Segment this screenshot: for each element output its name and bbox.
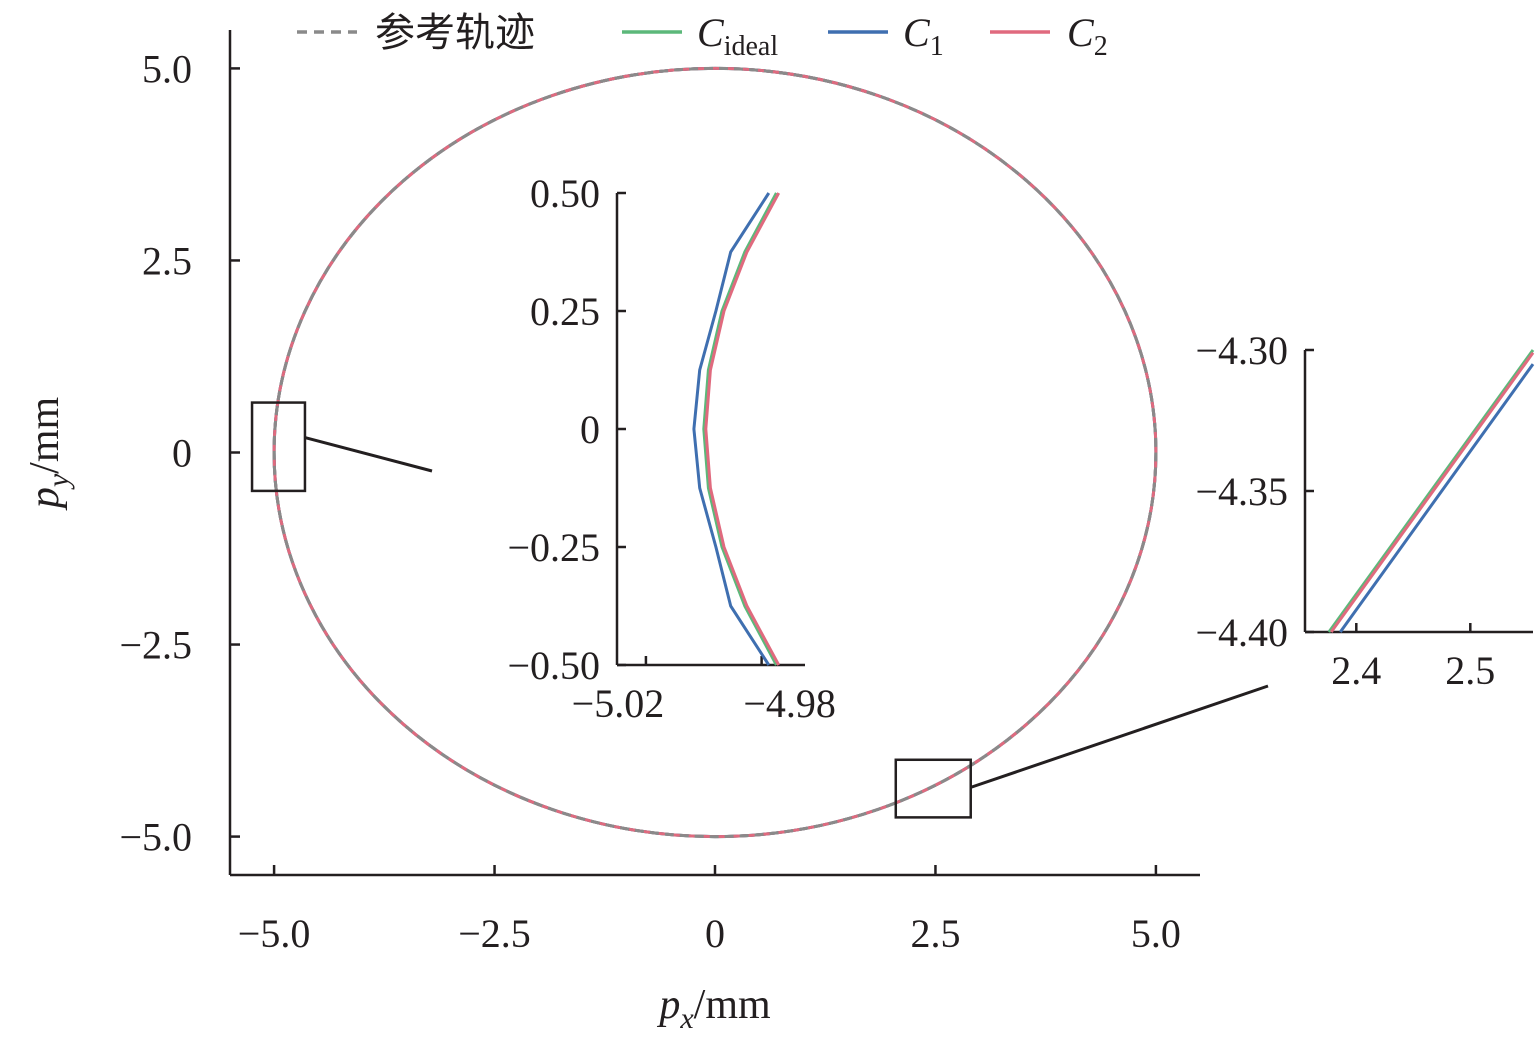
legend-label-c1: C1 [903,10,944,62]
inset-left-x-tick-label: −5.02 [572,681,665,726]
main-y-tick-label: 0 [172,431,192,476]
inset-right-background [1305,350,1533,632]
inset-left-x-tick-label: −4.98 [743,681,836,726]
inset-right-plot: 2.4 2.5 −4.30 −4.35 −4.40 [1195,328,1535,693]
zoom-box-left [250,401,307,493]
main-y-tick-label: −5.0 [119,815,192,860]
inset-left-y-tick-label: 0.50 [530,171,600,216]
main-x-axis-label: px/mm [656,982,771,1035]
inset-left-y-tick-label: 0 [580,407,600,452]
legend-label-ref: 参考轨迹 [375,10,535,55]
main-y-tick-label: −2.5 [119,623,192,668]
inset-left-y-tick-label: −0.50 [507,643,600,688]
main-x-tick-label: 0 [705,911,725,956]
legend-label-c2: C2 [1067,10,1108,62]
inset-left-y-tick-label: 0.25 [530,289,600,334]
inset-right-y-tick-label: −4.30 [1195,328,1288,373]
inset-right-y-tick-label: −4.35 [1195,469,1288,514]
inset-right-series-c1 [1339,363,1535,633]
inset-right-y-tick-label: −4.40 [1195,610,1288,655]
main-x-tick-label: 5.0 [1131,911,1181,956]
main-y-tick-label: 2.5 [142,238,192,283]
legend: 参考轨迹 Cideal C1 C2 [297,10,1108,62]
zoom-connectors [304,436,1269,789]
main-y-axis-label: py/mm [22,397,75,512]
inset-right-series-c2 [1329,351,1535,633]
inset-left-series-c1 [692,192,771,666]
series-ref-trajectory [272,66,1158,839]
main-plot: −5.0 −2.5 0 2.5 5.0 −5.0 −2.5 0 2.5 5.0 px/mm py/mm [22,30,1200,1035]
connector-right [970,684,1269,789]
inset-left-plot: −5.02 −4.98 −0.50 −0.25 0 0.25 0.50 [507,171,835,726]
inset-left-series-c2 [704,192,781,666]
inset-right-x-tick-label: 2.4 [1331,648,1381,693]
inset-left-y-tick-label: −0.25 [507,525,600,570]
main-y-tick-label: 5.0 [142,46,192,91]
connector-left [304,436,433,473]
main-x-tick-label: 2.5 [910,911,960,956]
inset-left-series-ideal [702,192,778,666]
legend-label-ideal: Cideal [697,10,778,62]
zoom-box-right [894,758,972,819]
inset-right-series-ideal [1327,349,1535,633]
main-x-tick-label: −5.0 [238,911,311,956]
inset-left-background [617,193,805,665]
inset-right-x-tick-label: 2.5 [1445,648,1495,693]
main-x-tick-label: −2.5 [458,911,531,956]
